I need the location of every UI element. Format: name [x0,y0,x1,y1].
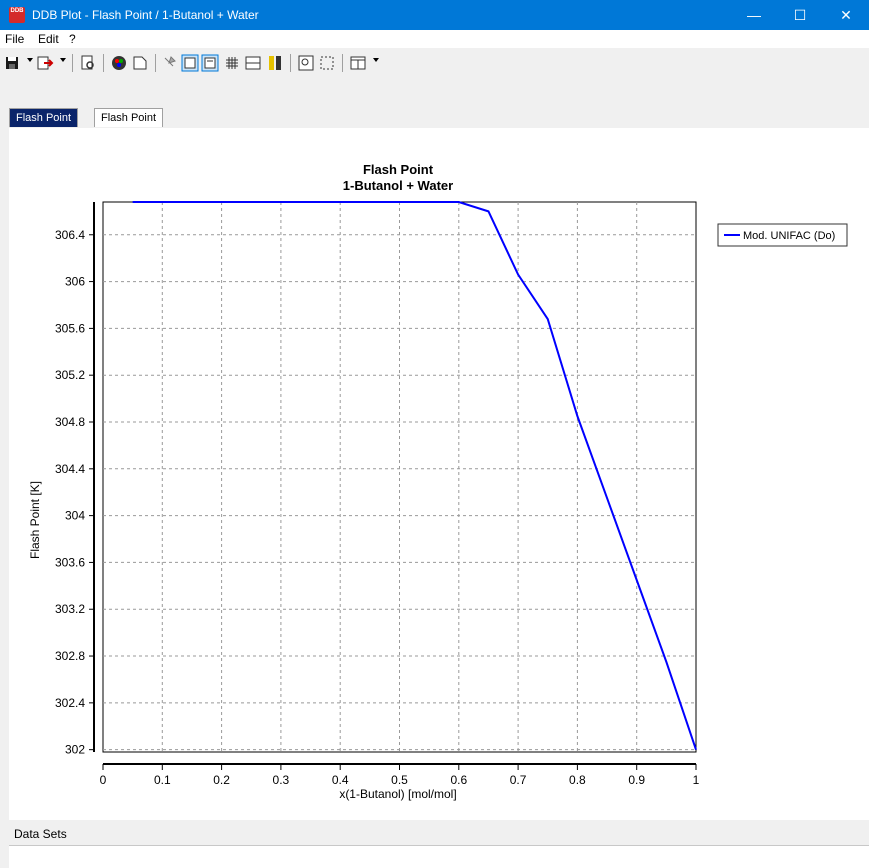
tab-flash-point-2[interactable]: Flash Point [94,108,164,127]
zoom-icon[interactable] [297,54,315,72]
x-tick-label: 1 [693,773,700,787]
y-tick-label: 303.6 [55,555,85,569]
x-tick-label: 0.2 [213,773,230,787]
menu-help[interactable]: ? [69,32,76,46]
y-tick-label: 304 [65,509,85,523]
selection-icon[interactable] [318,54,336,72]
x-tick-label: 0.7 [510,773,527,787]
plot-area: Flash Point 1-Butanol + Water x(1-Butano… [9,128,869,820]
maximize-button[interactable]: ☐ [793,7,807,23]
menu-bar: File Edit ? [0,30,869,48]
y-tick-label: 306 [65,275,85,289]
data-sets-panel [9,845,869,868]
print-preview-icon[interactable] [79,54,97,72]
save-icon[interactable] [3,54,21,72]
x-tick-label: 0.1 [154,773,171,787]
layout-icon[interactable] [244,54,262,72]
toolbar [0,48,869,78]
pin-icon[interactable] [160,54,178,72]
x-tick-label: 0 [100,773,107,787]
color-icon[interactable] [110,54,128,72]
x-tick-label: 0.6 [450,773,467,787]
window-layout-icon[interactable] [349,54,367,72]
window-layout-dropdown-icon[interactable] [373,58,379,62]
tab-strip: Flash Point Flash Point [0,108,869,128]
palette-icon[interactable] [266,54,284,72]
title-bar: DDB DDB Plot - Flash Point / 1-Butanol +… [0,0,869,30]
close-button[interactable]: ✕ [840,7,852,23]
x-tick-label: 0.5 [391,773,408,787]
menu-edit[interactable]: Edit [38,32,59,46]
legend-toggle-icon[interactable] [181,54,199,72]
y-tick-label: 304.4 [55,462,85,476]
chart-subtitle: 1-Butanol + Water [343,178,453,193]
x-axis-label: x(1-Butanol) [mol/mol] [339,787,456,801]
menu-file[interactable]: File [5,32,25,46]
y-axis-label: Flash Point [K] [28,481,42,559]
series-line-mod-unifac [132,201,697,750]
x-tick-label: 0.3 [273,773,290,787]
y-tick-label: 305.6 [55,321,85,335]
grid-icon[interactable] [223,54,241,72]
data-sets-label: Data Sets [14,827,67,841]
text-toggle-icon[interactable] [201,54,219,72]
legend-box [717,223,848,247]
chart-title: Flash Point [363,162,434,177]
x-tick-label: 0.8 [569,773,586,787]
tab-flash-point-1[interactable]: Flash Point [9,108,79,127]
y-tick-label: 305.2 [55,368,85,382]
window-title: DDB Plot - Flash Point / 1-Butanol + Wat… [32,8,259,22]
y-tick-label: 302 [65,743,85,757]
y-tick-label: 302.4 [55,696,85,710]
y-tick-label: 302.8 [55,649,85,663]
x-tick-label: 0.9 [628,773,645,787]
legend: Mod. UNIFAC (Do) [717,223,848,247]
ddb-app-icon: DDB [9,7,25,23]
export-dropdown-icon[interactable] [60,58,66,62]
save-dropdown-icon[interactable] [27,58,33,62]
x-tick-label: 0.4 [332,773,349,787]
minimize-button[interactable]: — [747,7,761,23]
export-icon[interactable] [36,54,54,72]
legend-label: Mod. UNIFAC (Do) [743,230,835,242]
y-tick-label: 304.8 [55,415,85,429]
y-tick-label: 306.4 [55,228,85,242]
flash-point-chart: Flash Point 1-Butanol + Water x(1-Butano… [28,162,848,801]
plot-frame [102,201,697,753]
y-tick-label: 303.2 [55,602,85,616]
page-icon[interactable] [131,54,149,72]
